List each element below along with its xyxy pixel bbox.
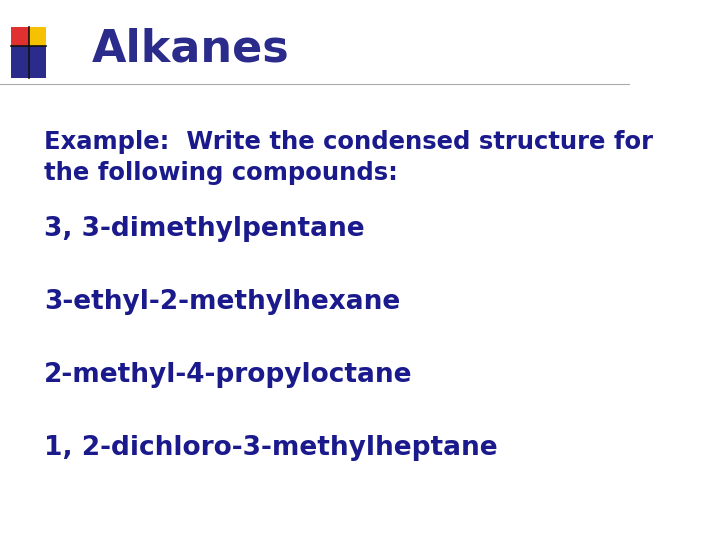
Bar: [12, 46, 46, 78]
Text: 3-ethyl-2-methylhexane: 3-ethyl-2-methylhexane: [44, 289, 400, 315]
Text: 2-methyl-4-propyloctane: 2-methyl-4-propyloctane: [44, 362, 413, 388]
Text: 3, 3-dimethylpentane: 3, 3-dimethylpentane: [44, 216, 365, 242]
Text: Example:  Write the condensed structure for
the following compounds:: Example: Write the condensed structure f…: [44, 130, 653, 185]
Text: 1, 2-dichloro-3-methylheptane: 1, 2-dichloro-3-methylheptane: [44, 435, 498, 461]
Bar: [12, 27, 46, 78]
Bar: [12, 27, 29, 78]
Text: Alkanes: Alkanes: [91, 27, 289, 70]
